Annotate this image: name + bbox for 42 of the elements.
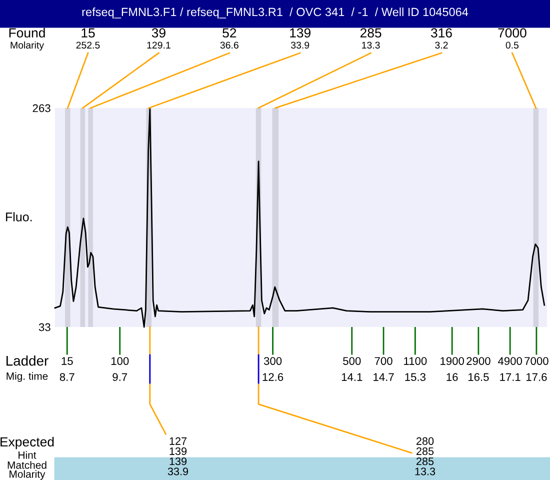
text: 7000 (524, 357, 548, 365)
text: Molarity (10, 41, 44, 51)
text: 500 (343, 357, 361, 365)
x-tick-label: 17.1 (500, 373, 520, 381)
x-tick-label: 14.7 (374, 373, 394, 381)
text: 100 (111, 357, 129, 365)
y-tick-label: 263 (32, 104, 50, 112)
x-tick-label: 15.3 (405, 373, 426, 381)
text: Hint (18, 451, 36, 459)
band-label: 15 252.5 (76, 28, 100, 49)
y-tick-label: 33 (38, 323, 50, 332)
text: 300 (264, 357, 282, 365)
annotation: 280 285 285 13.3 (415, 437, 436, 476)
x-tick-label: 16.5 (468, 373, 489, 381)
x-tick-label: 12.6 (262, 373, 284, 381)
x-tick-label: 14.1 (342, 373, 362, 381)
band-label: 39 129.1 (147, 28, 170, 49)
x-tick-label: 17.6 (526, 373, 547, 381)
annotation: 127 139 139 33.9 (168, 437, 188, 476)
text: 1100 (404, 357, 427, 365)
text: Matched (8, 461, 46, 469)
chart-title: refseq_FMNL3.F1 / refseq_FMNL3.R1 / OVC 341 / -1 / Well ID 1045064 (82, 8, 468, 18)
text: 2900 (466, 357, 490, 365)
line-series (54, 108, 546, 328)
y-axis-title: Fluo. (6, 212, 32, 222)
text: 15 (62, 357, 73, 365)
text: Molarity (10, 470, 46, 480)
x-tick-label: 9.7 (112, 373, 128, 381)
text: 4900 (498, 357, 522, 365)
text: Ladder (6, 356, 48, 366)
band-label: 7000 0.5 (498, 28, 526, 49)
band-label: 52 36.6 (220, 28, 238, 49)
x-tick-label: 16 (446, 373, 458, 381)
band-label: 285 13.3 (360, 28, 382, 49)
text: Mig. time (6, 372, 48, 382)
band-label: 316 3.2 (430, 28, 452, 49)
text: 1900 (440, 357, 464, 365)
band-label: 139 33.9 (290, 28, 310, 49)
text: Expected (0, 436, 54, 450)
x-tick-label: 8.7 (60, 373, 74, 381)
text: 700 (374, 357, 392, 365)
text: Found (9, 28, 45, 38)
